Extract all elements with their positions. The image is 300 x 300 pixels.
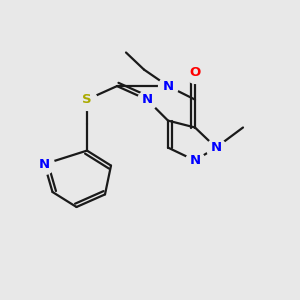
Text: N: N — [189, 154, 201, 167]
Text: N: N — [162, 80, 174, 93]
Text: N: N — [39, 158, 50, 171]
Text: N: N — [210, 141, 222, 154]
Text: N: N — [141, 93, 153, 106]
Text: S: S — [82, 93, 92, 106]
Text: O: O — [189, 66, 201, 79]
